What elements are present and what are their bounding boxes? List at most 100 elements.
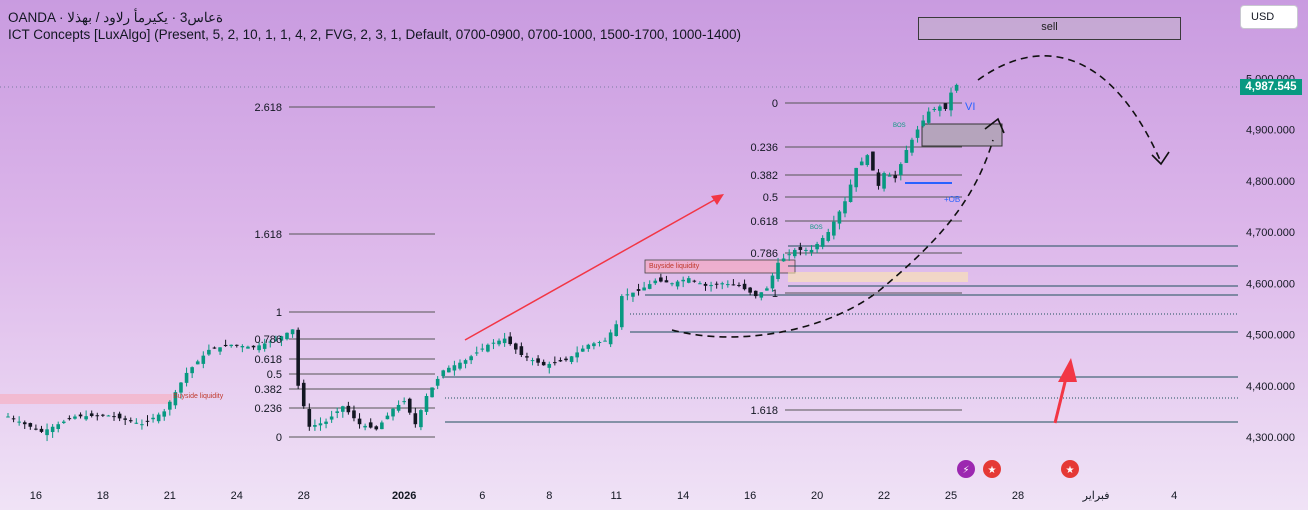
candle-body [419,410,423,428]
candle-body [915,129,920,138]
candle-body [458,362,462,369]
candle-body [519,346,524,355]
buyside-liquidity-label: Buyside liquidity [173,393,224,400]
bos-label: BOS [810,225,823,231]
candle-body [792,249,797,257]
candle-body [274,339,278,341]
candle-body [201,355,206,364]
candle-body [73,416,77,419]
time-tick-label: 20 [811,490,823,502]
time-tick-label: 21 [164,490,176,502]
candle-body [904,150,909,163]
candle-body [11,418,16,420]
candle-body [603,340,607,342]
candle-body [39,428,44,432]
candle-body [854,167,858,188]
time-axis[interactable]: 16 18 21 24 28 2026 6 8 11 14 16 20 22 25 28 فبراير 4 [30,490,1178,502]
candle-body [926,111,931,123]
candle-body [190,367,194,374]
candle-body [257,345,261,351]
candle-body [620,296,624,328]
candle-body [910,139,914,153]
price-tick-label: 4,300.000 [1246,432,1295,444]
candle-body [859,161,864,166]
candle-body [151,417,155,420]
candle-body [932,109,937,110]
candle-body [832,221,836,236]
candle-body [45,429,49,436]
candle-body [709,284,713,287]
fib-level-label: 0.5 [267,369,282,381]
time-tick-label: 24 [231,490,243,502]
candle-body [469,356,473,361]
currency-button[interactable]: USD [1240,5,1298,29]
current-price-tag: 4,987.545 [1240,79,1302,95]
candle-body [6,416,10,418]
candle-body [162,411,167,417]
order-block-label: +OB [944,195,960,204]
candle-body [78,414,83,417]
candle-body [753,290,758,297]
candle-body [887,175,892,177]
candle-body [871,151,875,171]
fib-level-label: 1.618 [254,229,282,241]
time-tick-label: 14 [677,490,689,502]
fib-level-label: 0 [772,98,778,110]
us-flag-icon[interactable] [1061,460,1079,478]
candle-body [240,346,245,348]
candle-body [268,341,273,343]
candle-body [765,288,769,291]
candle-body [580,348,585,352]
candle-body [921,120,925,127]
price-tick-label: 4,900.000 [1246,125,1295,137]
fib-level-label: 0.382 [750,170,778,182]
candle-body [313,425,317,427]
fib-level-label: 1 [772,288,778,300]
candle-body [742,283,747,290]
lightning-event-icon[interactable] [957,460,975,478]
candle-body [530,360,535,362]
candle-body [368,422,373,428]
candle-body [781,258,786,262]
candle-body [28,423,33,427]
order-block-zone[interactable] [921,123,1003,147]
candle-body [938,106,942,111]
candle-body [234,344,239,346]
candle-body [893,175,898,179]
price-axis[interactable]: 4,300.000 4,400.000 4,500.000 4,600.000 4,70… [1246,73,1295,444]
fib-level-label: 0.236 [254,403,282,415]
candle-body [441,370,446,377]
candle-body [168,401,172,410]
candle-body [642,287,646,291]
candle-body [262,343,267,349]
indicator-title[interactable]: ICT Concepts [LuxAlgo] (Present, 5, 2, 1… [8,27,741,42]
time-tick-label: فبراير [1082,490,1110,502]
us-flag-icon[interactable] [983,460,1001,478]
candle-body [207,349,211,355]
candle-body [296,329,300,386]
candle-body [123,418,127,420]
candle-body [318,423,323,426]
fib-level-label: 0 [276,432,282,444]
fib-level-label: 0.786 [750,248,778,260]
sell-zone-box[interactable]: sell [918,17,1181,40]
candle-body [653,280,658,284]
price-tick-label: 4,800.000 [1246,176,1295,188]
candle-body [117,413,122,419]
us-flag-icon-glyph: ★ [1066,465,1075,476]
candle-body [876,172,881,186]
candle-body [553,362,557,364]
projection-down-path [977,55,1161,161]
candle-body [50,426,55,433]
symbol-title: OANDA · ةعاس3 · يكيرمأ رلاود / بهذلا [8,10,224,25]
candle-body [106,415,111,417]
candle-body [435,378,440,386]
fib-level-label: 1 [276,307,282,319]
candle-body [385,415,390,420]
candle-body [597,342,602,344]
candle-body [592,343,596,347]
candle-body [324,421,328,424]
fib-level-label: 2.618 [254,102,282,114]
